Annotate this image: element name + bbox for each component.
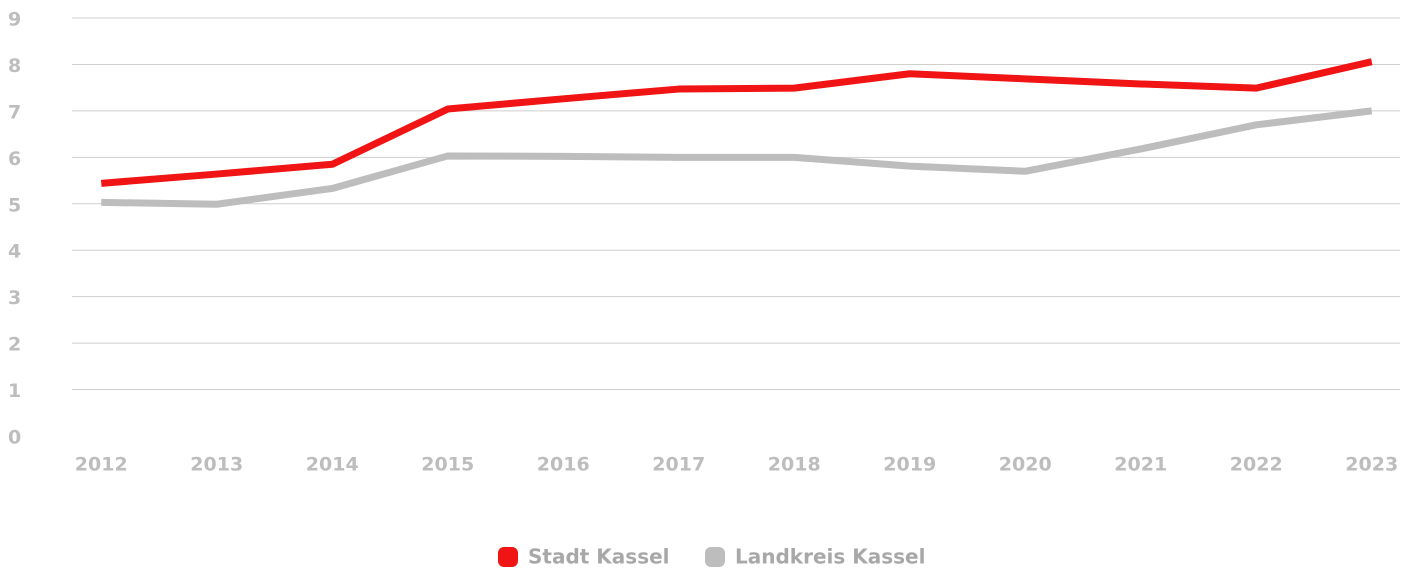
y-tick-label: 9 xyxy=(8,9,21,31)
x-tick-label: 2021 xyxy=(1114,454,1167,476)
legend-swatch xyxy=(705,547,725,567)
y-tick-label: 1 xyxy=(8,380,21,402)
y-tick-label: 2 xyxy=(8,334,21,356)
y-tick-label: 7 xyxy=(8,101,21,123)
y-tick-label: 4 xyxy=(8,241,21,263)
legend-swatch xyxy=(498,547,518,567)
y-tick-label: 5 xyxy=(8,194,21,216)
legend-label: Stadt Kassel xyxy=(528,545,670,569)
line-series xyxy=(100,58,1373,187)
legend-label: Landkreis Kassel xyxy=(735,545,925,569)
x-tick-label: 2019 xyxy=(883,454,936,476)
y-tick-label: 0 xyxy=(8,427,21,449)
x-tick-label: 2016 xyxy=(537,454,590,476)
x-tick-label: 2023 xyxy=(1345,454,1398,476)
y-tick-label: 8 xyxy=(8,55,21,77)
y-tick-label: 6 xyxy=(8,148,21,170)
y-tick-label: 3 xyxy=(8,287,21,309)
x-tick-label: 2015 xyxy=(421,454,474,476)
x-tick-label: 2020 xyxy=(999,454,1052,476)
x-tick-label: 2022 xyxy=(1230,454,1283,476)
x-tick-label: 2012 xyxy=(75,454,128,476)
x-tick-label: 2017 xyxy=(652,454,705,476)
x-tick-label: 2013 xyxy=(190,454,243,476)
x-tick-label: 2018 xyxy=(768,454,821,476)
line-series xyxy=(101,107,1373,208)
x-tick-label: 2014 xyxy=(306,454,359,476)
